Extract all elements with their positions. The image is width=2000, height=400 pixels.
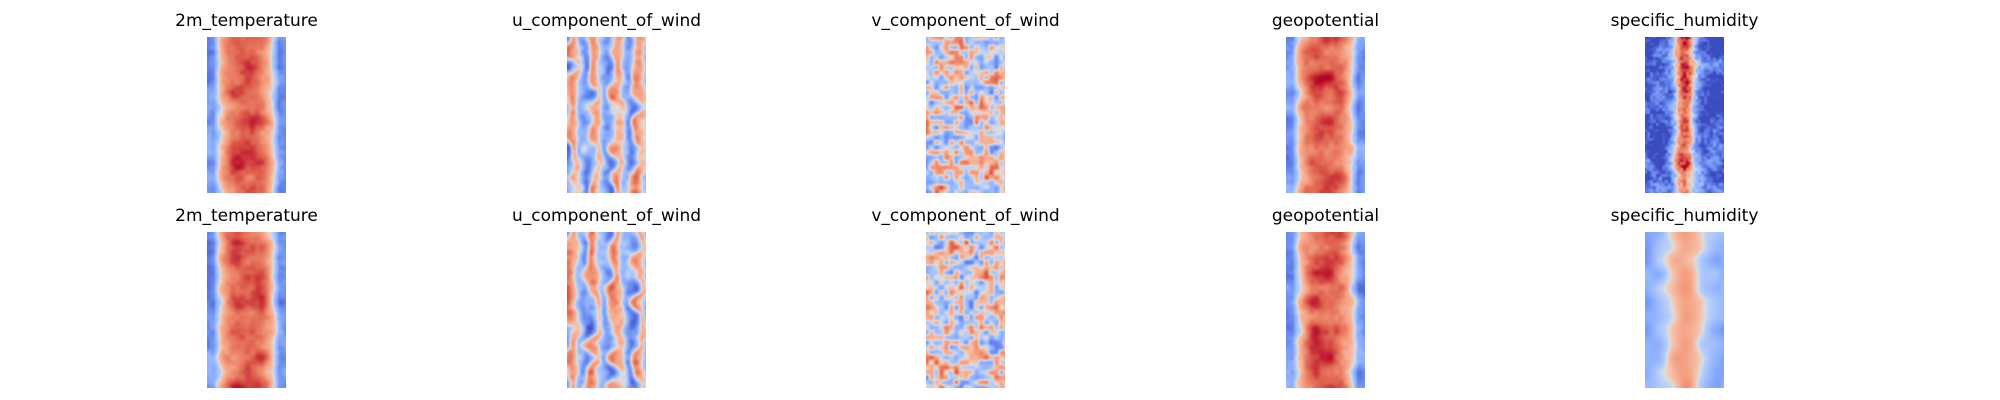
panel-title: geopotential	[1206, 11, 1445, 31]
heatmap-specific-humidity	[1645, 232, 1724, 388]
panel-u-component-of-wind-top: u_component_of_wind	[567, 11, 646, 196]
heatmap-2m-temperature	[207, 232, 286, 388]
panel-2m-temperature-top: 2m_temperature	[207, 11, 286, 196]
panel-title: specific_humidity	[1565, 206, 1804, 226]
panel-title: 2m_temperature	[127, 11, 366, 31]
panel-v-component-of-wind-bottom: v_component_of_wind	[926, 206, 1005, 391]
panel-2m-temperature-bottom: 2m_temperature	[207, 206, 286, 391]
heatmap-v-component-of-wind	[926, 37, 1005, 193]
heatmap-geopotential	[1286, 232, 1365, 388]
panel-geopotential-top: geopotential	[1286, 11, 1365, 196]
panel-geopotential-bottom: geopotential	[1286, 206, 1365, 391]
panel-title: u_component_of_wind	[487, 206, 726, 226]
heatmap-u-component-of-wind	[567, 37, 646, 193]
heatmap-specific-humidity	[1645, 37, 1724, 193]
panel-specific-humidity-top: specific_humidity	[1645, 11, 1724, 196]
panel-title: geopotential	[1206, 206, 1445, 226]
panel-title: u_component_of_wind	[487, 11, 726, 31]
panel-u-component-of-wind-bottom: u_component_of_wind	[567, 206, 646, 391]
panel-title: 2m_temperature	[127, 206, 366, 226]
panel-v-component-of-wind-top: v_component_of_wind	[926, 11, 1005, 196]
heatmap-u-component-of-wind	[567, 232, 646, 388]
heatmap-v-component-of-wind	[926, 232, 1005, 388]
panel-specific-humidity-bottom: specific_humidity	[1645, 206, 1724, 391]
heatmap-geopotential	[1286, 37, 1365, 193]
heatmap-2m-temperature	[207, 37, 286, 193]
panel-title: v_component_of_wind	[846, 11, 1085, 31]
panel-title: specific_humidity	[1565, 11, 1804, 31]
panel-title: v_component_of_wind	[846, 206, 1085, 226]
